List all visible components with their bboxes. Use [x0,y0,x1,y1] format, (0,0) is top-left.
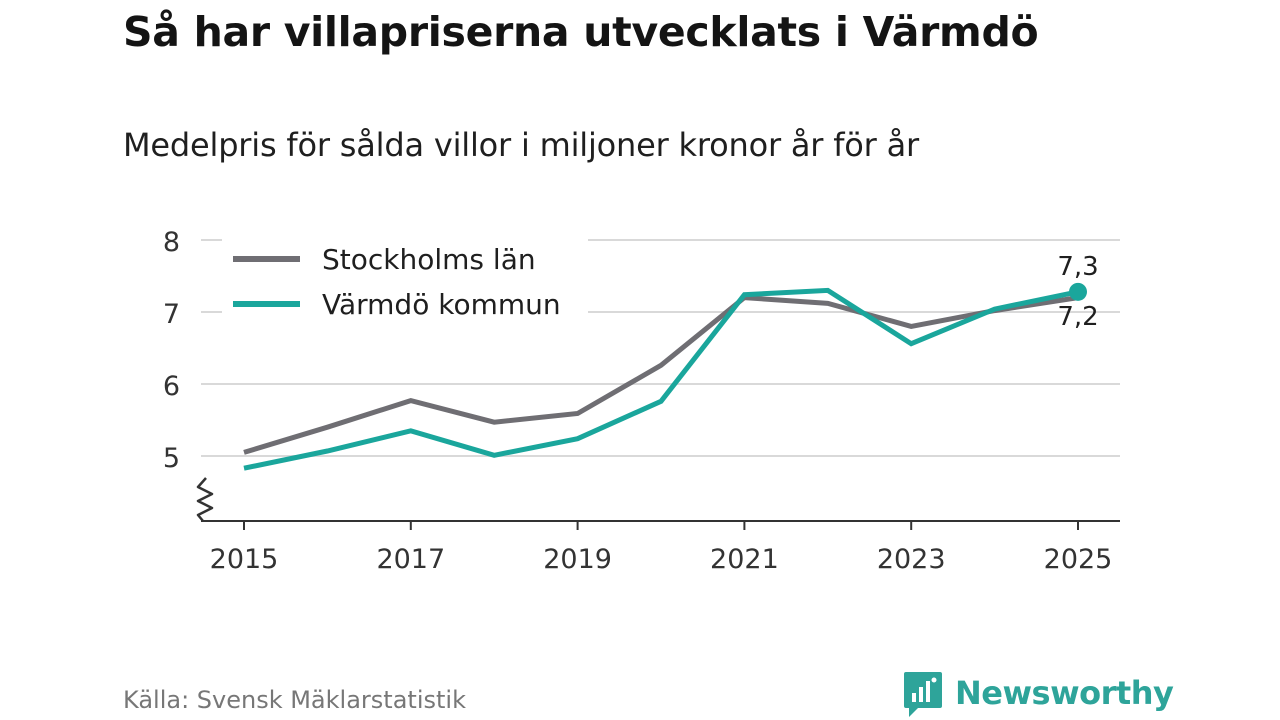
y-tick-label: 6 [163,371,180,402]
y-axis-ticks: 5 7 6 8 [163,227,180,474]
legend-background [222,236,588,328]
y-tick-label: 7 [163,299,180,330]
legend-label-varmdo: Värmdö kommun [322,288,561,321]
x-tick-label: 2019 [543,544,612,575]
chart-subtitle: Medelpris för sålda villor i miljoner kr… [123,126,919,164]
x-tick-label: 2017 [376,544,445,575]
source-note: Källa: Svensk Mäklarstatistik [123,686,466,714]
axis-break-mark [196,477,214,522]
legend: Stockholms län Värmdö kommun [222,236,588,328]
y-tick-label: 8 [163,227,180,258]
brand-logo: Newsworthy [903,668,1174,718]
x-axis-ticks: 2015 2017 2019 2021 2023 2025 [210,521,1113,575]
series-line-stockholm [243,295,1079,455]
x-tick-label: 2021 [710,544,779,575]
legend-label-stockholm: Stockholms län [322,243,536,276]
x-axis [196,477,1120,522]
brand-name: Newsworthy [955,674,1174,712]
x-tick-label: 2025 [1044,544,1113,575]
x-tick-label: 2023 [877,544,946,575]
end-label-varmdo: 7,3 [1057,252,1098,282]
end-labels: 7,3 7,2 [1057,252,1098,332]
chart-title: Så har villapriserna utvecklats i Värmdö [123,8,1039,56]
x-tick-label: 2015 [210,544,279,575]
y-tick-label: 5 [163,443,180,474]
series-line-varmdo [243,287,1079,471]
series-end-point-varmdo [1069,282,1087,301]
end-label-stockholm: 7,2 [1057,302,1098,332]
newsworthy-logo-icon [904,672,942,717]
series-lines [243,282,1087,471]
